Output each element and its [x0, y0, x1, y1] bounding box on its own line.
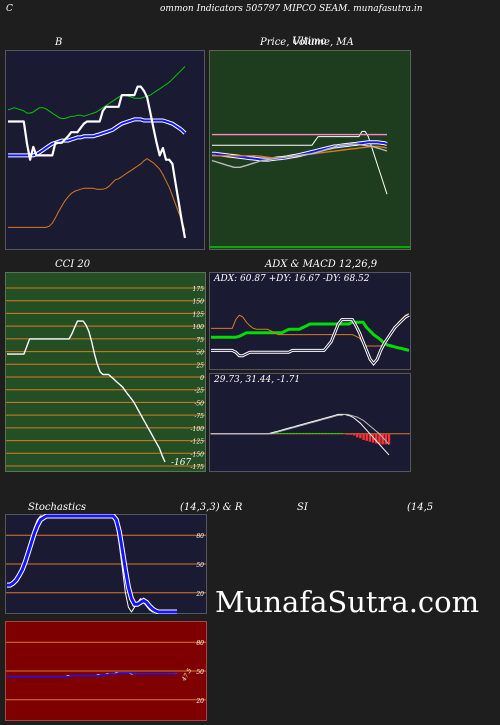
macd-chart: 29.73, 31.44, -1.71: [209, 373, 411, 472]
adx-plus_di: [211, 312, 410, 347]
macd-histogram-bar: [387, 433, 391, 445]
macd-histogram-bar: [276, 432, 279, 434]
macd-histogram-bar: [365, 433, 368, 441]
stochastics-tick-label: 20: [195, 591, 204, 598]
cci-tick-label: -50: [194, 400, 204, 407]
cci-value-label: -167: [171, 458, 191, 468]
cci-tick-label: 0: [200, 375, 204, 382]
macd-histogram-bar: [314, 432, 318, 434]
bollinger-middle_band: [8, 118, 186, 157]
cci-tick-label: 125: [193, 311, 205, 318]
cci-tick-label: 75: [196, 337, 204, 344]
macd-histogram-bar: [321, 432, 324, 434]
macd-histogram-bar: [356, 433, 359, 438]
macd-histogram-bar: [289, 432, 292, 434]
rsi-tick-label: 80: [196, 640, 204, 647]
price-ma-chart: [209, 50, 411, 250]
macd-histogram-bar: [333, 432, 337, 434]
macd-histogram-bar: [279, 432, 283, 434]
rsi-title: SI: [297, 502, 308, 513]
page-header: ommon Indicators 505797 MIPCO SEAM. muna…: [160, 4, 423, 14]
macd-histogram-bar: [381, 433, 384, 445]
macd-histogram-bar: [330, 432, 333, 434]
rsi-tick-label: 20: [195, 698, 204, 705]
cci-tick-label: 175: [193, 286, 205, 293]
bollinger-title: B: [55, 37, 63, 48]
adx-title: ADX & MACD 12,26,9: [265, 259, 378, 270]
macd-histogram-bar: [295, 432, 299, 434]
cci-plot-area: [5, 272, 206, 472]
adx-adx: [211, 320, 410, 352]
macd-histogram-bar: [359, 433, 362, 439]
bollinger-price: [8, 85, 187, 239]
macd-readout: 29.73, 31.44, -1.71: [214, 375, 301, 385]
macd-histogram-bar: [352, 433, 356, 436]
macd-histogram-bar: [298, 432, 302, 434]
macd-histogram-bar: [378, 433, 381, 445]
cci-tick-label: -175: [191, 464, 205, 471]
cci-tick-label: -75: [194, 413, 204, 420]
macd-histogram-bar: [384, 433, 388, 445]
macd-histogram-bar: [375, 433, 378, 444]
cci-tick-label: 100: [193, 324, 205, 331]
header-left-letter: C: [6, 4, 13, 14]
macd-histogram-bar: [311, 432, 314, 434]
rsi-chart: 80 50 20 47.5: [5, 621, 207, 721]
macd-histogram-bar: [346, 433, 349, 435]
stochastics-d: [7, 514, 177, 614]
adx-minus_di: [211, 314, 410, 365]
stochastics-chart: 80 50 20: [5, 514, 207, 614]
macd-histogram-bar: [286, 432, 289, 434]
adx-readout: ADX: 60.87 +DY: 16.67 -DY: 68.52: [214, 274, 370, 284]
macd-histogram-bar: [336, 432, 340, 434]
macd-histogram-bar: [371, 433, 375, 443]
macd-histogram-bar: [317, 432, 321, 434]
cci-tick-label: -100: [191, 426, 205, 433]
macd-histogram-bar: [292, 432, 295, 434]
bollinger-chart: [5, 50, 205, 250]
cci-tick-label: -150: [191, 451, 205, 458]
price-ma-plot-area: [209, 50, 411, 250]
cci-chart: 175 150 125 100 75 50 25 0 -25 -50 -75 -100 -125 -150…: [5, 272, 207, 472]
macd-histogram-bar: [308, 432, 311, 434]
cci-tick-label: 50: [196, 350, 204, 357]
macd-histogram-bar: [282, 432, 286, 434]
stochastics-title: Stochastics: [28, 502, 86, 513]
price-ma-price: [212, 130, 388, 195]
watermark: MunafaSutra.com: [215, 585, 480, 619]
cci-tick-label: 25: [195, 362, 204, 369]
macd-histogram-bar: [301, 432, 305, 434]
bollinger-plot-area: [5, 50, 205, 250]
stochastics-params: (14,3,3) & R: [180, 502, 243, 513]
rsi-params: (14,5: [407, 502, 434, 513]
macd-histogram-bar: [340, 432, 343, 434]
cci-tick-label: -25: [194, 388, 204, 395]
cci-tick-label: 150: [193, 299, 205, 306]
bollinger-upper_band: [7, 66, 186, 119]
macd-histogram-bar: [327, 432, 330, 434]
rsi-tick-label: 50: [196, 669, 204, 676]
cci-title: CCI 20: [55, 259, 91, 270]
stochastics-tick-label: 50: [196, 562, 204, 569]
price-ma-overlap-text: Ultimo: [292, 36, 327, 47]
bollinger-lower_band: [8, 158, 186, 231]
price-ma-ma_gray: [211, 143, 388, 169]
macd-histogram-bar: [349, 433, 353, 435]
macd-histogram-bar: [305, 432, 308, 434]
macd-histogram-bar: [368, 433, 372, 442]
macd-histogram-bar: [324, 432, 327, 434]
stochastics-tick-label: 80: [196, 533, 204, 540]
cci-line: [7, 320, 166, 463]
adx-plot-area: [209, 272, 411, 370]
rsi-rsi_ma: [7, 672, 177, 678]
price-ma-title: Price, Volume, MA: [260, 37, 354, 48]
macd-histogram-bar: [362, 433, 365, 440]
macd-signal: [211, 413, 390, 445]
adx-chart: ADX: 60.87 +DY: 16.67 -DY: 68.52: [209, 272, 411, 370]
cci-tick-label: -125: [191, 439, 205, 446]
